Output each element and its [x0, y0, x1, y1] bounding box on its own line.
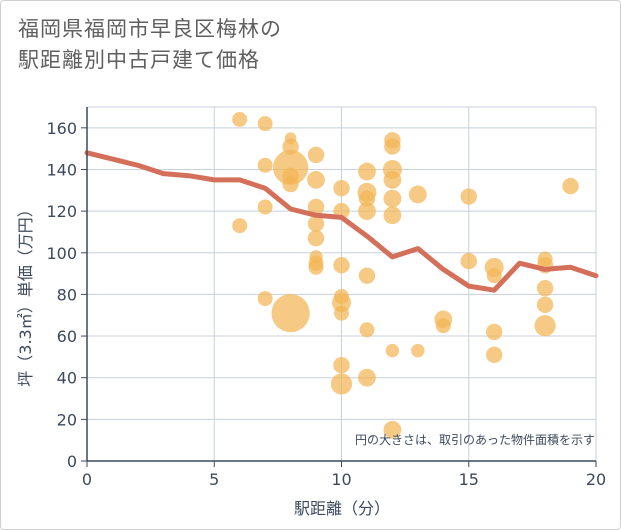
x-axis-title: 駅距離（分）: [294, 499, 390, 518]
data-bubble: [411, 343, 425, 358]
data-bubble: [534, 315, 556, 337]
data-bubble: [257, 199, 273, 215]
data-bubble: [383, 420, 402, 439]
data-bubble: [330, 373, 353, 395]
data-bubble: [307, 229, 325, 247]
chart-title-line-2: 駅距離別中古戸建て価格: [18, 48, 260, 72]
data-bubble: [333, 257, 350, 274]
data-bubble: [358, 162, 376, 181]
data-bubble: [384, 138, 401, 155]
data-bubble: [359, 322, 375, 338]
data-bubble: [232, 218, 248, 234]
bubble-layer: [232, 111, 579, 439]
data-bubble: [307, 198, 325, 216]
data-bubble: [257, 157, 273, 173]
data-bubble: [307, 170, 325, 189]
data-bubble: [307, 146, 325, 164]
data-bubble: [333, 180, 350, 197]
x-tick-label: 15: [459, 470, 479, 489]
y-tick-label: 40: [57, 369, 77, 388]
data-bubble: [536, 296, 554, 314]
data-bubble: [383, 206, 402, 225]
y-tick-label: 160: [46, 119, 77, 138]
data-bubble: [257, 116, 273, 132]
data-bubble: [486, 346, 503, 363]
data-bubble: [232, 111, 248, 127]
data-bubble: [282, 175, 299, 193]
data-bubble: [383, 189, 402, 208]
x-tick-label: 0: [82, 470, 92, 489]
data-bubble: [307, 215, 325, 232]
data-bubble: [486, 268, 502, 284]
x-tick-label: 10: [331, 470, 351, 489]
data-bubble: [460, 252, 477, 270]
y-tick-label: 60: [57, 327, 77, 346]
y-tick-label: 140: [46, 160, 77, 179]
chart-title-line-1: 福岡県福岡市早良区梅林の: [18, 17, 282, 41]
data-bubble: [460, 188, 477, 205]
x-tick-label: 20: [586, 470, 606, 489]
data-bubble: [271, 294, 310, 333]
y-axis-title: 坪（3.3㎡）単価（万円）: [16, 201, 35, 386]
chart-title: 福岡県福岡市早良区梅林の 駅距離別中古戸建て価格: [18, 14, 282, 76]
y-tick-label: 120: [46, 202, 77, 221]
size-note: 円の大きさは、取引のあった物件面積を示す: [355, 432, 595, 447]
data-bubble: [273, 149, 309, 185]
data-bubble: [358, 190, 376, 207]
data-bubble: [358, 267, 376, 284]
y-tick-label: 20: [57, 410, 77, 429]
data-bubble: [308, 259, 324, 275]
data-bubble: [334, 305, 349, 321]
data-bubble: [257, 291, 273, 307]
data-bubble: [358, 368, 376, 387]
data-bubble: [562, 177, 579, 195]
data-bubble: [435, 318, 451, 334]
data-bubble: [385, 343, 400, 358]
y-tick-label: 100: [46, 244, 77, 263]
tick-labels: 0 20 40 60 80 100 120 140 160 0 5 10 15 20: [46, 119, 606, 489]
data-bubble: [408, 185, 427, 204]
x-tick-label: 5: [209, 470, 219, 489]
data-bubble: [358, 202, 376, 221]
y-tick-label: 0: [67, 452, 77, 471]
trend-line: [84, 150, 599, 293]
data-bubble: [536, 279, 554, 297]
y-tick-label: 80: [57, 285, 77, 304]
data-bubble: [333, 357, 350, 374]
data-bubble: [383, 170, 402, 189]
data-bubble: [486, 323, 503, 341]
grid-lines: [87, 106, 597, 461]
